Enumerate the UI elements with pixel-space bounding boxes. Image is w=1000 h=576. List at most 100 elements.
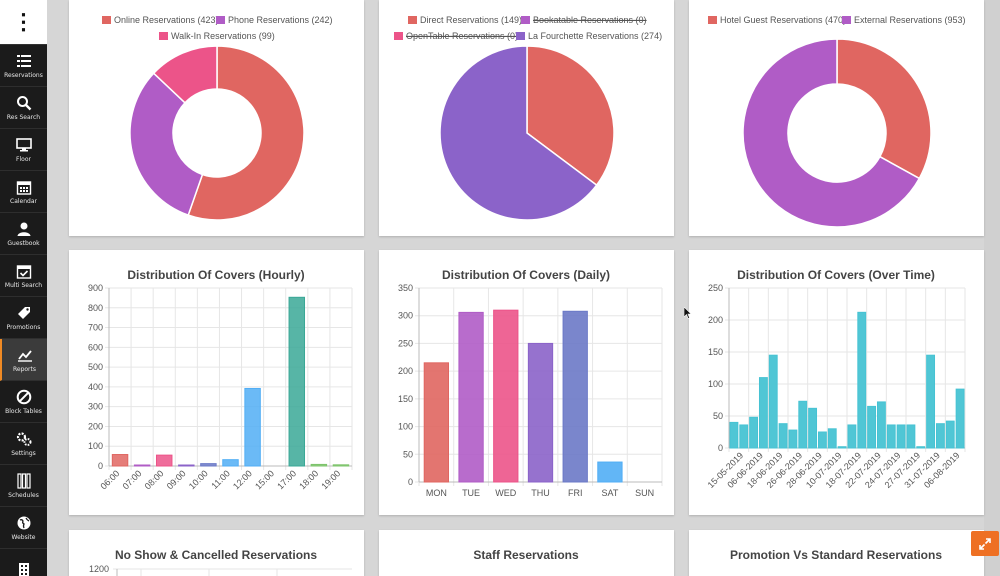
bar[interactable]	[768, 354, 778, 449]
staff-reservations-card: Staff Reservations	[379, 530, 674, 576]
bar[interactable]	[778, 423, 788, 449]
no-show-cancelled-card: No Show & Cancelled Reservations 1200	[69, 530, 364, 576]
bar[interactable]	[837, 446, 847, 449]
sidebar-item-label: Floor	[16, 155, 31, 163]
legend-item[interactable]: Direct Reservations (149)	[408, 15, 522, 25]
x-tick-label: WED	[495, 488, 516, 498]
bar[interactable]	[758, 377, 768, 449]
chart-title: Distribution Of Covers (Daily)	[442, 268, 610, 282]
legend-swatch	[521, 16, 530, 24]
sidebar-item-settings[interactable]: Settings	[0, 423, 47, 465]
bar[interactable]	[896, 424, 906, 449]
schedules-icon	[16, 472, 31, 489]
pie-slice[interactable]	[152, 45, 218, 104]
chart-title: Staff Reservations	[473, 548, 579, 562]
bar[interactable]	[729, 421, 739, 449]
legend-item[interactable]: External Reservations (953)	[842, 15, 966, 25]
bar[interactable]	[955, 388, 965, 449]
sidebar-item-res-search[interactable]: Res Search	[0, 87, 47, 129]
legend-item[interactable]: La Fourchette Reservations (274)	[516, 31, 662, 41]
sidebar-item-schedules[interactable]: Schedules	[0, 465, 47, 507]
bar[interactable]	[458, 311, 484, 483]
y-tick-label: 500	[88, 362, 103, 372]
x-tick-label: TUE	[462, 488, 480, 498]
sidebar-item-reports[interactable]: Reports	[0, 339, 47, 381]
bar-chart: Staff Reservations	[473, 548, 579, 562]
pie-slice[interactable]	[439, 45, 598, 221]
pie-slice[interactable]	[526, 45, 615, 187]
bar[interactable]	[739, 424, 749, 449]
bar[interactable]	[945, 420, 955, 449]
expand-button[interactable]	[971, 531, 999, 556]
bar[interactable]	[178, 464, 195, 467]
chart-title: No Show & Cancelled Reservations	[115, 548, 317, 562]
legend-item[interactable]: OpenTable Reservations (0)	[394, 31, 519, 41]
bar[interactable]	[827, 428, 837, 449]
y-tick-label: 50	[713, 411, 723, 421]
legend-item[interactable]: Walk-In Reservations (99)	[159, 31, 275, 41]
bar[interactable]	[876, 401, 886, 449]
sidebar-item-label: Reservations	[4, 71, 43, 79]
hotel-external-pie-card: Hotel Guest Reservations (470) External R…	[689, 0, 984, 236]
sidebar-item-promotions[interactable]: Promotions	[0, 297, 47, 339]
legend-swatch	[708, 16, 717, 24]
sidebar-item-block-tables[interactable]: Block Tables	[0, 381, 47, 423]
bar[interactable]	[935, 423, 945, 449]
bar[interactable]	[310, 463, 328, 467]
bar[interactable]	[867, 405, 877, 449]
sidebar-item-building[interactable]	[0, 549, 47, 576]
sidebar-item-floor[interactable]: Floor	[0, 129, 47, 171]
bar[interactable]	[288, 296, 306, 467]
bar[interactable]	[527, 342, 554, 483]
bar-chart: Distribution Of Covers (Over Time) 0 50 100…	[706, 268, 966, 490]
bar[interactable]	[847, 424, 857, 449]
menu-button[interactable]: ⋮	[0, 0, 47, 45]
bar[interactable]	[916, 446, 926, 449]
pie-chart: Direct Reservations (149) Bookatable Rese…	[394, 15, 662, 221]
bar[interactable]	[493, 309, 519, 483]
pie-slice[interactable]	[187, 45, 305, 221]
sidebar-item-calendar[interactable]: Calendar	[0, 171, 47, 213]
bar[interactable]	[788, 429, 798, 449]
legend-swatch	[216, 16, 225, 24]
bar[interactable]	[155, 454, 173, 467]
bar[interactable]	[332, 464, 350, 467]
pie-slice[interactable]	[129, 72, 204, 217]
bar[interactable]	[798, 400, 808, 449]
bar[interactable]	[857, 311, 867, 449]
legend-item[interactable]: Hotel Guest Reservations (470)	[708, 15, 846, 25]
pie-slice[interactable]	[742, 38, 921, 228]
mouse-cursor-icon	[684, 307, 692, 319]
legend-item[interactable]: Bookatable Reservations (0)	[521, 15, 647, 25]
bar[interactable]	[133, 464, 151, 467]
bar[interactable]	[562, 310, 588, 483]
bar[interactable]	[749, 416, 759, 449]
sidebar-item-guestbook[interactable]: Guestbook	[0, 213, 47, 255]
x-tick-label: MON	[426, 488, 447, 498]
bar[interactable]	[886, 424, 896, 449]
legend-item[interactable]: Phone Reservations (242)	[216, 15, 333, 25]
bar[interactable]	[597, 461, 623, 483]
bar-chart: Promotion Vs Standard Reservations	[730, 548, 942, 562]
bar[interactable]	[423, 362, 450, 483]
bar[interactable]	[111, 454, 129, 467]
bar[interactable]	[906, 424, 916, 449]
sidebar-item-website[interactable]: Website	[0, 507, 47, 549]
x-tick-label: 18:00	[297, 468, 320, 491]
legend-item[interactable]: Online Reservations (423)	[102, 15, 219, 25]
monitor-icon	[15, 137, 32, 151]
bar[interactable]	[817, 431, 827, 449]
pie-slice[interactable]	[836, 38, 932, 180]
bar[interactable]	[200, 463, 217, 467]
sidebar-item-reservations[interactable]: Reservations	[0, 45, 47, 87]
calendar-check-icon	[16, 264, 31, 279]
y-tick-label: 800	[88, 303, 103, 313]
bar[interactable]	[222, 459, 239, 467]
bar[interactable]	[926, 354, 936, 449]
bar[interactable]	[808, 407, 818, 449]
bar-chart: Distribution Of Covers (Daily) 0 50 100 150 2…	[398, 268, 663, 498]
sidebar-item-label: Settings	[11, 449, 36, 457]
bar[interactable]	[244, 387, 261, 467]
x-tick-label: 09:00	[165, 468, 188, 491]
sidebar-item-multi-search[interactable]: Multi Search	[0, 255, 47, 297]
